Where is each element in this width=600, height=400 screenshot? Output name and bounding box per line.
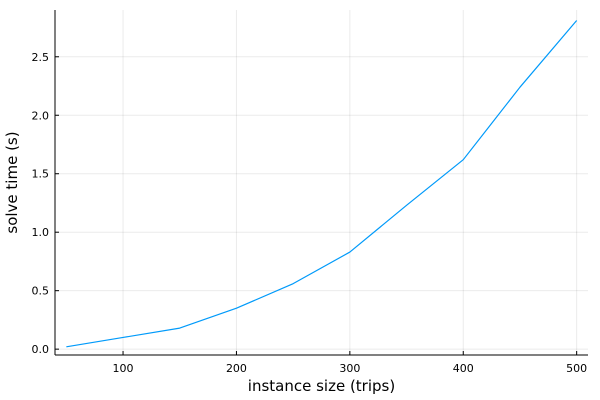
series-layer bbox=[66, 20, 578, 348]
y-tick-label: 0.0 bbox=[32, 343, 50, 356]
x-tick-label: 500 bbox=[566, 362, 587, 375]
ticks: 100 200 300 400 500 0.0 0.5 1.0 1.5 2.0 2.5 bbox=[32, 51, 588, 375]
y-tick-label: 2.0 bbox=[32, 109, 50, 122]
x-tick-label: 400 bbox=[453, 362, 474, 375]
x-tick-label: 300 bbox=[339, 362, 360, 375]
y-tick-label: 1.5 bbox=[32, 168, 50, 181]
y-tick-label: 0.5 bbox=[32, 285, 50, 298]
x-tick-label: 200 bbox=[226, 362, 247, 375]
x-axis-title: instance size (trips) bbox=[248, 377, 395, 395]
axes bbox=[54, 10, 588, 356]
y-tick-label: 1.0 bbox=[32, 226, 50, 239]
x-tick-label: 100 bbox=[113, 362, 134, 375]
grid bbox=[55, 10, 588, 355]
y-tick-label: 2.5 bbox=[32, 51, 50, 64]
y-axis-title: solve time (s) bbox=[3, 131, 21, 233]
series-line bbox=[66, 20, 578, 348]
